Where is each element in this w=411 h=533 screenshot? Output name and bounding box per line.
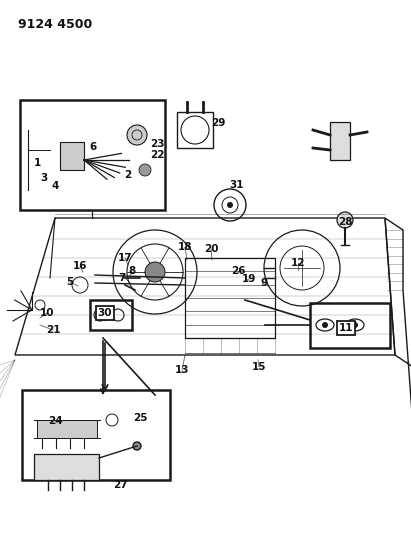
Circle shape <box>133 442 141 450</box>
Circle shape <box>127 125 147 145</box>
Bar <box>177 112 213 148</box>
Circle shape <box>227 202 233 208</box>
Text: 29: 29 <box>211 118 225 128</box>
Bar <box>37 420 97 438</box>
Bar <box>20 100 165 210</box>
Text: 16: 16 <box>73 261 87 271</box>
Text: 22: 22 <box>150 150 164 160</box>
Text: 7: 7 <box>118 273 126 283</box>
Text: 3: 3 <box>40 173 48 183</box>
Text: 27: 27 <box>113 480 127 490</box>
Text: 5: 5 <box>66 277 74 287</box>
Circle shape <box>352 322 358 328</box>
Bar <box>330 122 350 160</box>
Text: 18: 18 <box>178 242 192 252</box>
Text: 9: 9 <box>261 278 268 288</box>
Text: 17: 17 <box>118 253 132 263</box>
Text: 8: 8 <box>128 266 136 276</box>
Circle shape <box>139 164 151 176</box>
Text: 14: 14 <box>101 313 115 323</box>
Circle shape <box>337 212 353 228</box>
Text: 30: 30 <box>98 308 112 318</box>
Text: 11: 11 <box>339 323 353 333</box>
Text: 2: 2 <box>125 170 132 180</box>
Text: 15: 15 <box>252 362 266 372</box>
Text: 19: 19 <box>242 274 256 284</box>
Text: 4: 4 <box>51 181 59 191</box>
Bar <box>90 300 132 330</box>
Bar <box>185 258 275 338</box>
Text: 6: 6 <box>89 142 97 152</box>
Text: 31: 31 <box>230 180 244 190</box>
Bar <box>60 142 84 170</box>
Text: 28: 28 <box>338 217 352 227</box>
Text: 24: 24 <box>48 416 62 426</box>
Text: 26: 26 <box>231 266 245 276</box>
Text: 25: 25 <box>133 413 147 423</box>
Text: 13: 13 <box>175 365 189 375</box>
Bar <box>22 390 170 480</box>
Bar <box>310 303 390 348</box>
Text: 9124 4500: 9124 4500 <box>18 18 92 31</box>
Text: 21: 21 <box>46 325 60 335</box>
Text: 23: 23 <box>150 139 164 149</box>
Text: 20: 20 <box>204 244 218 254</box>
Text: 12: 12 <box>291 258 305 268</box>
Circle shape <box>145 262 165 282</box>
Circle shape <box>322 322 328 328</box>
Bar <box>34 454 99 480</box>
Text: 1: 1 <box>33 158 41 168</box>
Text: 10: 10 <box>40 308 54 318</box>
